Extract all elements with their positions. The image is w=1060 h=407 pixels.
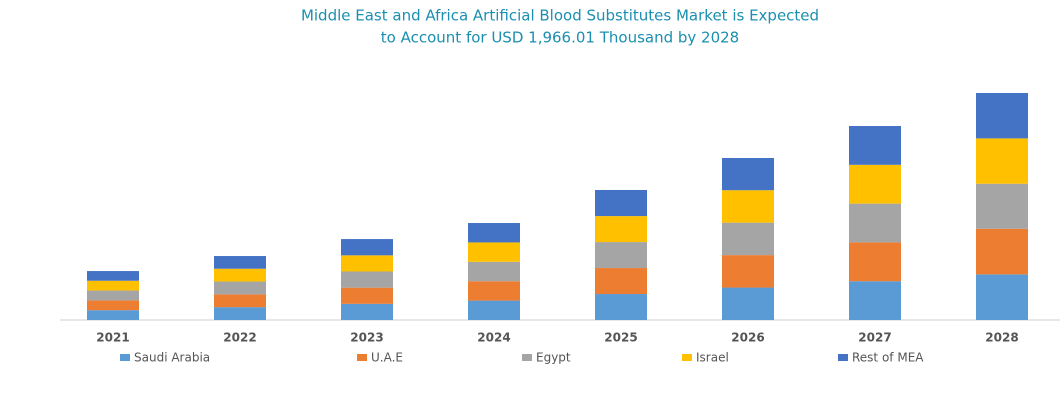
bar-segment [849, 281, 901, 320]
bar-segment [214, 294, 266, 308]
bar-segment [468, 300, 520, 320]
bar-segment [976, 138, 1028, 184]
legend-swatch [838, 354, 848, 361]
legend-swatch [682, 354, 692, 361]
bar-segment [341, 303, 393, 320]
legend-swatch [357, 354, 367, 361]
bar-segment [722, 287, 774, 320]
bar-segment [595, 189, 647, 217]
bar-segment [722, 222, 774, 256]
bar-segment [595, 216, 647, 243]
legend-label: Egypt [536, 351, 571, 365]
x-tick-label: 2022 [223, 331, 256, 345]
bar-segment [849, 203, 901, 243]
bar-segment [976, 274, 1028, 320]
bar-segment [341, 255, 393, 272]
bar-segment [341, 239, 393, 256]
bar-segment [341, 287, 393, 304]
bar-segment [87, 310, 139, 320]
x-tick-label: 2024 [477, 331, 510, 345]
legend-swatch [522, 354, 532, 361]
legend-label: Rest of MEA [852, 351, 924, 365]
bar-segment [849, 126, 901, 165]
bar-segment [976, 228, 1028, 275]
x-tick-label: 2028 [985, 331, 1018, 345]
bar-segment [722, 255, 774, 288]
chart-title: Middle East and Africa Artificial Blood … [301, 7, 819, 25]
bar-segment [595, 242, 647, 269]
bar-segment [595, 294, 647, 320]
legend-label: Israel [696, 351, 729, 365]
bar-segment [722, 190, 774, 223]
chart-title: to Account for USD 1,966.01 Thousand by … [381, 29, 739, 47]
bar-segment [722, 158, 774, 191]
bar-segment [87, 271, 139, 281]
x-tick-label: 2025 [604, 331, 637, 345]
legend-label: U.A.E [371, 351, 403, 365]
legend-label: Saudi Arabia [134, 351, 210, 365]
bar-segment [214, 307, 266, 320]
bar-segment [87, 280, 139, 291]
x-tick-label: 2026 [731, 331, 764, 345]
bar-segment [468, 261, 520, 282]
x-tick-label: 2023 [350, 331, 383, 345]
bar-segment [214, 281, 266, 295]
bar-segment [849, 242, 901, 282]
bar-segment [595, 268, 647, 295]
bar-segment [468, 242, 520, 262]
bar-segment [87, 290, 139, 301]
legend-swatch [120, 354, 130, 361]
bar-segment [87, 300, 139, 311]
x-tick-label: 2021 [96, 331, 129, 345]
bar-segment [341, 271, 393, 288]
bar-segment [849, 164, 901, 204]
bar-segment [468, 281, 520, 301]
bar-segment [214, 268, 266, 282]
bar-segment [468, 223, 520, 243]
bar-segment [976, 93, 1028, 139]
x-tick-label: 2027 [858, 331, 891, 345]
bar-segment [214, 256, 266, 269]
bar-segment [976, 183, 1028, 229]
